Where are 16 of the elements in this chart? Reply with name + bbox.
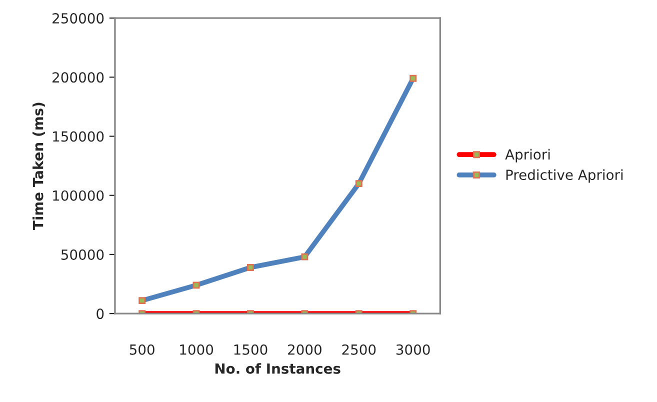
x-tick-label: 3000 [396, 344, 430, 355]
x-tick-label: 1500 [234, 344, 268, 355]
x-tick-label: 2500 [342, 344, 376, 355]
y-tick-label: 0 [96, 308, 104, 320]
y-tick-label: 50000 [61, 249, 104, 260]
legend-label: Predictive Apriori [506, 169, 623, 183]
legend-label: Apriori [505, 148, 550, 162]
x-tick-label: 500 [130, 344, 154, 355]
x-axis-title: No. of Instances [215, 363, 340, 374]
y-tick-label: 250000 [52, 13, 104, 24]
y-tick-label: 200000 [52, 72, 104, 83]
y-tick-label: 100000 [53, 190, 104, 201]
x-tick-label: 2000 [288, 344, 322, 355]
y-tick-label: 150000 [53, 131, 104, 142]
y-axis-title: Time Taken (ms) [32, 102, 45, 230]
x-tick-label: 1000 [180, 344, 214, 355]
